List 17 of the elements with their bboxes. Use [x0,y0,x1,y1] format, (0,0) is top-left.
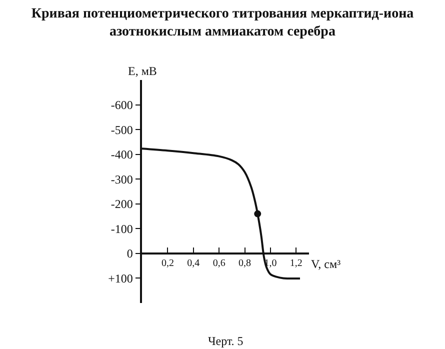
x-tick-label: 0,8 [238,258,252,270]
x-tick-label: 0,4 [187,258,200,270]
y-tick-label: -100 [110,222,133,236]
y-tick-label: -300 [110,172,133,186]
x-tick-label: 1,2 [290,258,302,270]
y-tick-label: -400 [110,148,133,162]
y-tick-label: 0 [126,246,133,261]
text: Черт. 5 [208,334,244,348]
y-tick-label: -500 [110,122,133,137]
x-tick-label: 0,2 [161,258,174,270]
y-axis-title: E, мВ [128,64,157,78]
y-tick-label: +100 [108,271,133,286]
x-axis-title: V, см³ [311,257,342,271]
y-tick-label: -600 [110,98,133,112]
x-tick-label: 0,6 [212,258,226,270]
y-tick-label: -200 [110,197,133,212]
chart-title: Кривая потенциометрического титрования меркаптид-иона азотнокислым аммиакатом серебра [31,6,414,40]
